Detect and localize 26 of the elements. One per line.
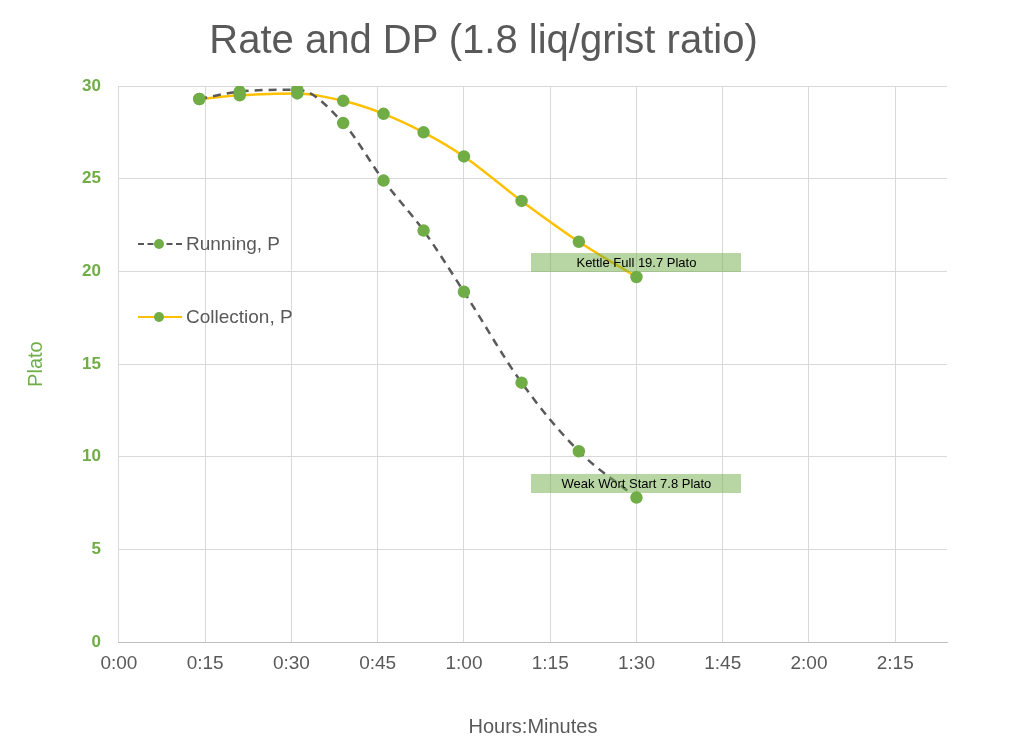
y-tick-label: 15 bbox=[81, 353, 101, 373]
x-tick-label: 1:45 bbox=[704, 651, 742, 673]
x-tick-label: 1:30 bbox=[617, 651, 655, 673]
y-axis-title: Plato bbox=[23, 341, 46, 387]
x-tick-label: 1:00 bbox=[445, 651, 483, 673]
x-tick-label: 1:15 bbox=[531, 651, 569, 673]
y-tick-label: 0 bbox=[91, 631, 101, 651]
annotation: Weak Wort Start 7.8 Plato bbox=[561, 475, 712, 491]
y-tick-label: 25 bbox=[81, 168, 101, 188]
x-tick-label: 2:00 bbox=[790, 651, 828, 673]
legend-label: Running, P bbox=[186, 233, 281, 255]
x-tick-label: 0:30 bbox=[272, 651, 310, 673]
y-tick-label: 5 bbox=[91, 539, 101, 559]
x-tick-label: 2:15 bbox=[876, 651, 914, 673]
callout-box: Kettle Full 19.7 Plato bbox=[531, 252, 742, 272]
x-tick-label: 0:15 bbox=[186, 651, 224, 673]
chart-title: Rate and DP (1.8 liq/grist ratio) bbox=[209, 17, 758, 62]
y-tick-label: 30 bbox=[81, 75, 101, 95]
y-tick-label: 10 bbox=[81, 446, 101, 466]
callout-box: Weak Wort Start 7.8 Plato bbox=[531, 473, 742, 493]
x-tick-label: 0:00 bbox=[100, 651, 138, 673]
y-tick-label: 20 bbox=[81, 261, 101, 281]
x-tick-label: 0:45 bbox=[359, 651, 397, 673]
legend-label: Collection, P bbox=[186, 306, 293, 328]
annotation: Kettle Full 19.7 Plato bbox=[576, 254, 697, 270]
x-axis-title: Hours:Minutes bbox=[468, 714, 598, 737]
